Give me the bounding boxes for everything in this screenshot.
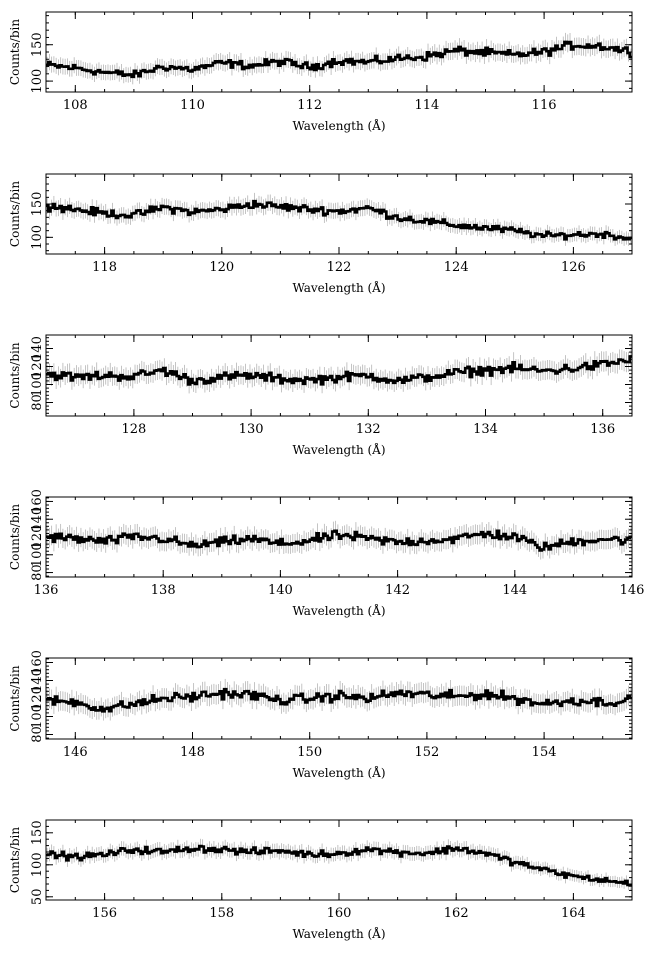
- x-tick-label: 156: [92, 906, 117, 921]
- x-tick-label: 154: [532, 745, 557, 760]
- x-tick-label: 164: [561, 906, 586, 921]
- x-tick-label: 152: [414, 745, 439, 760]
- y-tick-label: 150: [30, 820, 45, 845]
- x-tick-label: 128: [121, 422, 146, 437]
- x-tick-label: 110: [180, 98, 205, 113]
- plot-frame: [45, 819, 633, 901]
- x-axis-label: Wavelength (Å): [292, 926, 385, 941]
- x-axis-label: Wavelength (Å): [292, 603, 385, 618]
- spectrum-panel-1: 108 110 112 114 116 100 150 Wavelength (Å) Count…: [8, 11, 633, 133]
- x-tick-label: 132: [356, 422, 381, 437]
- y-tick-label: 100: [30, 225, 45, 250]
- spectrum-line: [46, 40, 632, 79]
- x-tick-label: 134: [473, 422, 498, 437]
- y-tick-label: 160: [30, 650, 45, 675]
- y-axis-label: Counts/bin: [8, 342, 22, 408]
- y-tick-label: 80: [30, 394, 45, 411]
- y-tick-label: 140: [30, 668, 45, 693]
- y-axis-label: Counts/bin: [8, 665, 22, 731]
- x-tick-label: 146: [620, 583, 645, 598]
- x-tick-label: 112: [297, 98, 322, 113]
- y-tick-label: 100: [30, 372, 45, 397]
- y-tick-label: 80: [30, 564, 45, 581]
- y-tick-label: 120: [30, 354, 45, 379]
- x-tick-label: 140: [268, 583, 293, 598]
- y-tick-label: 150: [30, 32, 45, 57]
- x-tick-label: 150: [297, 745, 322, 760]
- y-axis-label: Counts/bin: [8, 19, 22, 85]
- y-tick-label: 100: [30, 542, 45, 567]
- y-tick-label: 100: [30, 69, 45, 94]
- y-tick-label: 50: [30, 889, 45, 906]
- spectrum-line: [46, 355, 632, 386]
- x-tick-label: 144: [502, 583, 527, 598]
- y-tick-label: 100: [30, 704, 45, 729]
- y-tick-label: 120: [30, 525, 45, 550]
- x-tick-label: 138: [151, 583, 176, 598]
- x-tick-label: 162: [444, 906, 469, 921]
- x-tick-label: 122: [327, 260, 352, 275]
- y-tick-label: 160: [30, 489, 45, 514]
- x-axis-label: Wavelength (Å): [292, 280, 385, 295]
- spectrum-line: [46, 687, 632, 713]
- x-axis-label: Wavelength (Å): [292, 442, 385, 457]
- x-tick-label: 114: [414, 98, 439, 113]
- y-axis-label: Counts/bin: [8, 827, 22, 893]
- y-tick-label: 150: [30, 192, 45, 217]
- x-tick-label: 118: [92, 260, 117, 275]
- y-tick-label: 100: [30, 852, 45, 877]
- spectrum-line: [46, 844, 632, 887]
- spectrum-panel-4: 136 138 140 142 144 14680100120140160Waveleng…: [8, 489, 644, 618]
- x-axis-label: Wavelength (Å): [292, 118, 385, 133]
- y-tick-label: 80: [30, 726, 45, 743]
- plot-frame: [45, 11, 633, 93]
- x-tick-label: 130: [239, 422, 264, 437]
- x-tick-label: 108: [63, 98, 88, 113]
- spectrum-line: [46, 529, 632, 552]
- x-tick-label: 124: [444, 260, 469, 275]
- x-tick-label: 158: [209, 906, 234, 921]
- y-axis-label: Counts/bin: [8, 504, 22, 570]
- x-tick-label: 146: [63, 745, 88, 760]
- x-tick-label: 136: [34, 583, 59, 598]
- error-bars: [46, 838, 632, 891]
- x-tick-label: 148: [180, 745, 205, 760]
- x-tick-label: 142: [385, 583, 410, 598]
- x-tick-label: 120: [209, 260, 234, 275]
- y-axis-label: Counts/bin: [8, 181, 22, 247]
- y-tick-label: 140: [30, 507, 45, 532]
- y-tick-label: 140: [30, 336, 45, 361]
- x-tick-label: 126: [561, 260, 586, 275]
- spectrum-panel-2: 118 120 122 124 126 100 150 Wavelength (Å) Count…: [8, 173, 633, 295]
- x-tick-label: 116: [532, 98, 557, 113]
- x-tick-label: 160: [327, 906, 352, 921]
- spectrum-line: [46, 199, 632, 241]
- spectrum-panel-6: 156 158 160 162 164 50 100 150 Wavelength (Å) Cou…: [8, 819, 633, 941]
- x-axis-label: Wavelength (Å): [292, 765, 385, 780]
- x-tick-label: 136: [590, 422, 615, 437]
- y-tick-label: 120: [30, 686, 45, 711]
